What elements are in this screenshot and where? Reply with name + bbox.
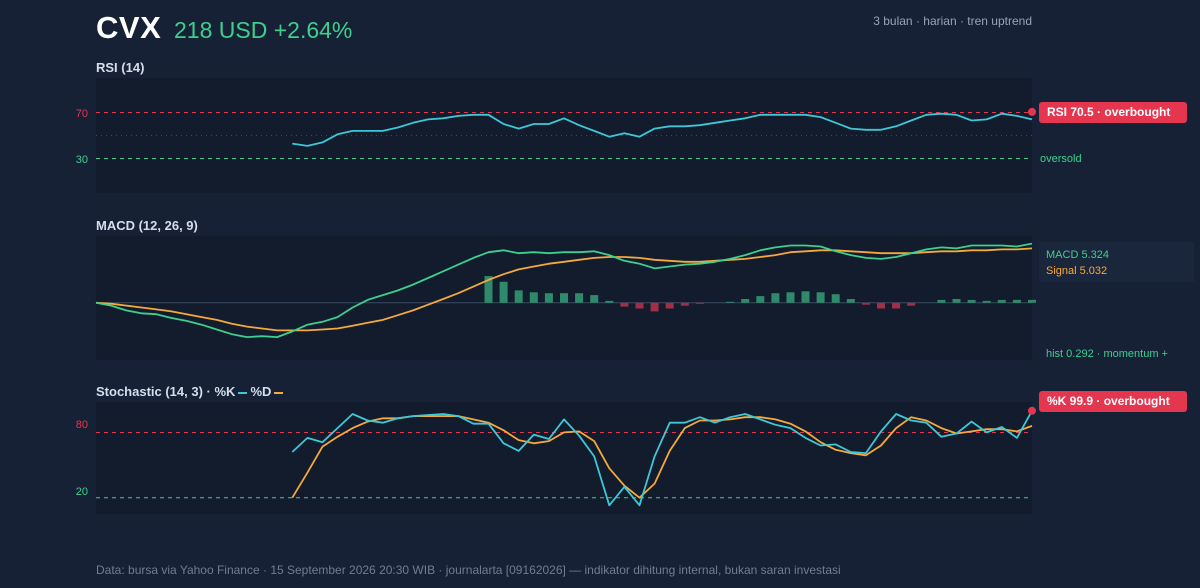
macd-histogram-bar [620, 302, 629, 307]
chart-meta: 3 bulan · harian · tren uptrend [873, 14, 1032, 28]
macd-histogram-bar [484, 276, 493, 303]
macd-histogram-bar [816, 292, 825, 303]
macd-histogram-bar [786, 292, 795, 303]
stoch-title-d: %D [250, 384, 272, 399]
rsi-tick-70: 70 [76, 108, 88, 120]
stoch-last-point [1028, 406, 1036, 415]
signal-line [95, 247, 1033, 332]
ticker-symbol: CVX [96, 10, 162, 45]
macd-histogram-bar [952, 299, 961, 303]
macd-title: MACD (12, 26, 9) [96, 218, 198, 233]
macd-histogram-bar [575, 293, 584, 303]
macd-value-box: MACD 5.324 Signal 5.032 [1039, 242, 1194, 282]
macd-histogram-bar [982, 300, 991, 303]
rsi-tick-30: 30 [76, 154, 88, 166]
macd-histogram-bar [937, 299, 946, 303]
macd-histogram-bar [695, 302, 704, 304]
macd-histogram-bar [741, 299, 750, 303]
stoch-tick-20: 20 [76, 486, 88, 498]
macd-histogram-bar [846, 299, 855, 303]
macd-histogram-bar [680, 302, 689, 306]
macd-histogram-bar [650, 302, 659, 312]
macd-histogram-bar [801, 291, 810, 303]
macd-histogram-bar [967, 299, 976, 303]
macd-histogram-bar [907, 302, 916, 306]
stoch-k-line [291, 410, 1033, 507]
macd-histogram-bar [605, 300, 614, 303]
stoch-tick-80: 80 [76, 419, 88, 431]
macd-histogram-bar [514, 290, 523, 303]
stoch-overbought-badge: %K 99.9 · overbought [1039, 391, 1187, 412]
k-legend-swatch [238, 391, 248, 394]
stoch-title: Stochastic (14, 3) · %K %D [96, 384, 286, 399]
macd-histogram-bar [635, 302, 644, 309]
signal-value-label: Signal 5.032 [1046, 265, 1108, 277]
macd-histogram-bar [590, 295, 599, 303]
macd-histogram-bar [831, 294, 840, 303]
macd-histogram-bar [771, 293, 780, 303]
d-legend-swatch [274, 391, 284, 394]
macd-histogram-bar [560, 293, 568, 303]
macd-histogram-bar [726, 301, 735, 303]
macd-histogram-bar [1012, 299, 1021, 303]
macd-histogram-bar [877, 302, 885, 309]
price-change: 218 USD +2.64% [174, 17, 353, 43]
macd-chart [95, 242, 1036, 339]
rsi-line [292, 112, 1033, 147]
rsi-oversold-label: oversold [1040, 153, 1082, 165]
macd-line [95, 242, 1033, 339]
rsi-chart [96, 107, 1036, 159]
macd-value-label: MACD 5.324 [1046, 249, 1109, 261]
footer-note: Data: bursa via Yahoo Finance · 15 Septe… [96, 563, 841, 577]
macd-hist-label: hist 0.292 · momentum + [1046, 348, 1168, 360]
macd-histogram-bar [529, 292, 538, 303]
stoch-d-line [291, 415, 1033, 499]
macd-histogram-bar [665, 302, 674, 309]
macd-histogram-bar [499, 281, 508, 303]
rsi-title: RSI (14) [96, 60, 145, 75]
stoch-title-k: Stochastic (14, 3) · %K [96, 384, 236, 399]
macd-histogram-bar [544, 293, 553, 303]
macd-histogram-bar [756, 296, 765, 303]
macd-histogram-bar [892, 302, 901, 309]
macd-histogram-bar [997, 299, 1006, 303]
rsi-overbought-badge: RSI 70.5 · overbought [1039, 102, 1187, 123]
stoch-chart [96, 406, 1036, 507]
macd-histogram-bar [861, 302, 870, 305]
rsi-last-point [1028, 107, 1036, 116]
macd-histogram-bar [1028, 299, 1036, 303]
